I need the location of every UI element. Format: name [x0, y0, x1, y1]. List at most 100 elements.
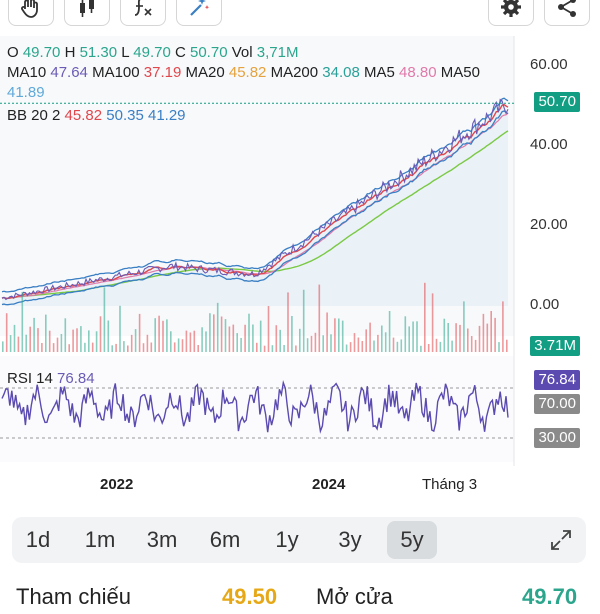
expand-button[interactable]	[542, 521, 580, 559]
share-button[interactable]	[544, 0, 590, 26]
candlestick-button[interactable]	[64, 0, 110, 26]
volume-bar	[330, 334, 332, 352]
ma200-value: 34.08	[322, 64, 360, 81]
volume-bar	[111, 345, 113, 352]
volume-bar	[299, 328, 301, 352]
volume-bar	[193, 330, 196, 352]
reference-value: 49.50	[222, 584, 278, 609]
volume-bar	[240, 337, 242, 352]
bb-up-value: 50.35	[106, 107, 144, 124]
close-value: 50.70	[190, 44, 228, 61]
volume-bar	[150, 342, 153, 352]
volume-bar	[2, 341, 4, 352]
volume-bar	[64, 318, 67, 352]
volume-bar	[256, 342, 258, 352]
bb-lower-line	[1, 110, 509, 306]
ma100-value: 37.19	[143, 64, 182, 81]
magic-button[interactable]	[176, 0, 222, 26]
volume-bar	[334, 318, 336, 352]
indicator-icon	[134, 0, 152, 16]
ma50-line	[1, 112, 509, 299]
volume-bar	[37, 328, 39, 352]
volume-bar	[400, 339, 403, 352]
volume-bar	[224, 319, 227, 352]
period-1m[interactable]: 1m	[84, 527, 116, 552]
hand-tool-button[interactable]	[8, 0, 54, 26]
volume-bar	[275, 325, 278, 352]
volume-bar	[232, 324, 235, 352]
volume-bar	[283, 345, 285, 352]
volume-bar	[416, 321, 418, 352]
volume-bar	[201, 327, 203, 352]
price-chart-canvas[interactable]	[0, 36, 600, 466]
indicator-button[interactable]	[120, 0, 166, 26]
volume-bar	[447, 323, 449, 352]
price-axis-20: 20.00	[530, 216, 568, 233]
period-5y[interactable]: 5y	[387, 521, 437, 559]
volume-bar	[162, 320, 164, 352]
price-axis-40: 40.00	[530, 136, 568, 153]
price-area	[2, 99, 508, 306]
volume-bar	[228, 326, 231, 352]
rsi-legend-value: 76.84	[57, 370, 95, 387]
volume-bar	[99, 316, 102, 352]
open-value: 49.70	[22, 44, 61, 61]
rsi-70-tag: 70.00	[534, 394, 580, 414]
volume-bar	[443, 318, 446, 352]
volume-bar	[295, 345, 297, 352]
open-price-value: 49.70	[522, 584, 578, 609]
low-label: L	[121, 44, 130, 61]
candlestick-icon	[80, 0, 94, 17]
volume-bar	[431, 293, 434, 352]
settings-button[interactable]	[488, 0, 534, 26]
period-selector: 1d 1m 3m 6m 1y 3y 5y	[12, 517, 586, 563]
rsi-label: RSI 14	[7, 370, 53, 387]
period-1y[interactable]: 1y	[275, 527, 299, 552]
volume-bar	[420, 345, 422, 352]
volume-bar	[107, 320, 110, 352]
volume-bar	[439, 341, 442, 352]
volume-bar	[173, 342, 176, 352]
volume-bar	[310, 335, 313, 352]
volume-bar	[216, 302, 219, 352]
rsi-pane-bg	[0, 356, 514, 462]
volume-bar	[365, 329, 367, 352]
volume-bar	[76, 328, 78, 352]
volume-bar	[9, 335, 12, 352]
volume-label: Vol	[231, 44, 253, 61]
volume-bar	[115, 343, 117, 352]
gear-icon	[501, 0, 521, 17]
ma50-label: MA50	[440, 64, 480, 81]
x-axis-2024: 2024	[312, 476, 346, 493]
volume-bar	[474, 339, 477, 352]
volume-bar	[177, 338, 180, 352]
ma10-value: 47.64	[50, 64, 88, 81]
volume-bar	[427, 344, 430, 352]
volume-bar	[302, 289, 305, 352]
volume-bar	[463, 301, 465, 352]
period-1d[interactable]: 1d	[25, 527, 51, 552]
stock-chart[interactable]: O 49.70 H 51.30 L 49.70 C 50.70 Vol 3,71…	[0, 36, 600, 466]
volume-bar	[127, 345, 129, 352]
volume-bar	[220, 316, 223, 352]
rsi-legend: RSI 14 76.84	[7, 370, 95, 388]
period-3y[interactable]: 3y	[338, 527, 362, 552]
volume-bar	[41, 343, 43, 352]
volume-bar	[271, 345, 274, 352]
volume-bar	[341, 320, 344, 352]
volume-bar	[326, 312, 328, 352]
x-axis-2022: 2022	[100, 476, 134, 493]
rsi-tag: 76.84	[534, 370, 580, 390]
volume-bar	[189, 332, 192, 352]
volume-bar	[138, 313, 141, 352]
volume-bar	[470, 336, 473, 352]
volume-bar	[263, 345, 266, 352]
volume-bar	[338, 318, 340, 352]
high-label: H	[64, 44, 76, 61]
volume-bar	[478, 325, 481, 352]
volume-bar	[29, 326, 31, 352]
period-6m[interactable]: 6m	[209, 527, 241, 552]
period-3m[interactable]: 3m	[146, 527, 178, 552]
volume-bar	[384, 332, 387, 352]
volume-bar	[322, 335, 324, 352]
